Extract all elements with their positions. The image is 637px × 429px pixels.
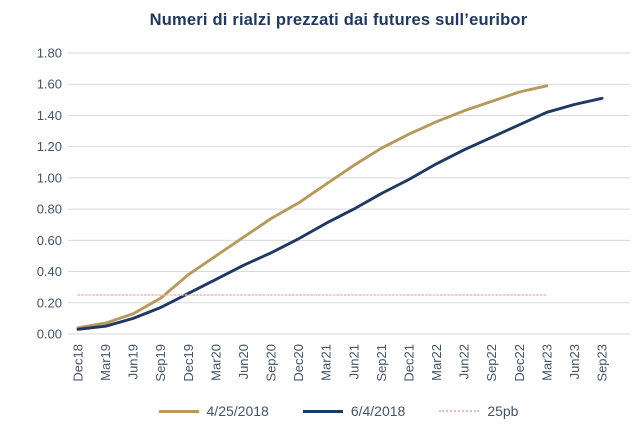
- x-axis-tick-label: Mar19: [98, 344, 113, 381]
- x-axis-tick-label: Sep22: [484, 344, 499, 382]
- x-axis-tick-label: Dec22: [512, 344, 527, 382]
- x-axis-tick-label: Jun22: [457, 344, 472, 379]
- x-axis-tick-label: Jun20: [236, 344, 251, 379]
- chart-title: Numeri di rialzi prezzati dai futures su…: [149, 11, 528, 29]
- y-axis-tick-label: 1.80: [37, 46, 62, 61]
- x-axis-tick-label: Jun19: [126, 344, 141, 379]
- gold-line-swatch-icon: [158, 409, 199, 413]
- series-line-6-4-2018: [76, 96, 604, 331]
- y-axis-tick-label: 0.20: [37, 295, 62, 310]
- x-axis-tick-label: Mar22: [429, 344, 444, 381]
- legend-label-25pb: 25pb: [487, 403, 519, 419]
- series-line-4-25-2018: [76, 84, 549, 330]
- y-axis-tick-label: 0.40: [37, 264, 62, 279]
- pink-dotted-swatch-icon: [439, 410, 480, 412]
- navy-line-swatch-icon: [302, 409, 343, 413]
- y-axis-tick-label: 0.60: [37, 233, 62, 248]
- x-axis-tick-label: Mar21: [319, 344, 334, 381]
- legend-item-25pb: 25pb: [439, 403, 518, 419]
- y-axis-tick-label: 1.00: [37, 170, 62, 185]
- y-axis-tick-label: 1.60: [37, 77, 62, 92]
- x-axis-tick-label: Dec20: [291, 344, 306, 382]
- x-axis-tick-label: Mar23: [539, 344, 554, 381]
- x-axis-tick-label: Sep23: [595, 344, 610, 382]
- legend-item-4-25-2018: 4/25/2018: [158, 403, 269, 419]
- x-axis-tick-label: Dec18: [71, 344, 86, 382]
- x-axis-tick-label: Sep21: [374, 344, 389, 382]
- legend-label-6-4-2018: 6/4/2018: [350, 403, 406, 419]
- x-axis-tick-label: Jun21: [346, 344, 361, 379]
- x-axis-tick-label: Dec21: [401, 344, 416, 382]
- x-axis-tick-label: Dec19: [181, 344, 196, 382]
- x-axis-tick-label: Mar20: [208, 344, 223, 381]
- legend-label-4-25-2018: 4/25/2018: [206, 403, 269, 419]
- y-axis-tick-label: 1.40: [37, 108, 62, 123]
- y-axis-tick-label: 0.00: [37, 327, 62, 342]
- legend-item-6-4-2018: 6/4/2018: [302, 403, 406, 419]
- x-axis-tick-label: Jun23: [567, 344, 582, 379]
- x-axis-tick-label: Sep20: [264, 344, 279, 382]
- x-axis-tick-label: Sep19: [153, 344, 168, 382]
- y-axis-tick-label: 0.80: [37, 202, 62, 217]
- y-axis-tick-label: 1.20: [37, 139, 62, 154]
- chart-legend: 4/25/2018 6/4/2018 25pb: [40, 399, 637, 423]
